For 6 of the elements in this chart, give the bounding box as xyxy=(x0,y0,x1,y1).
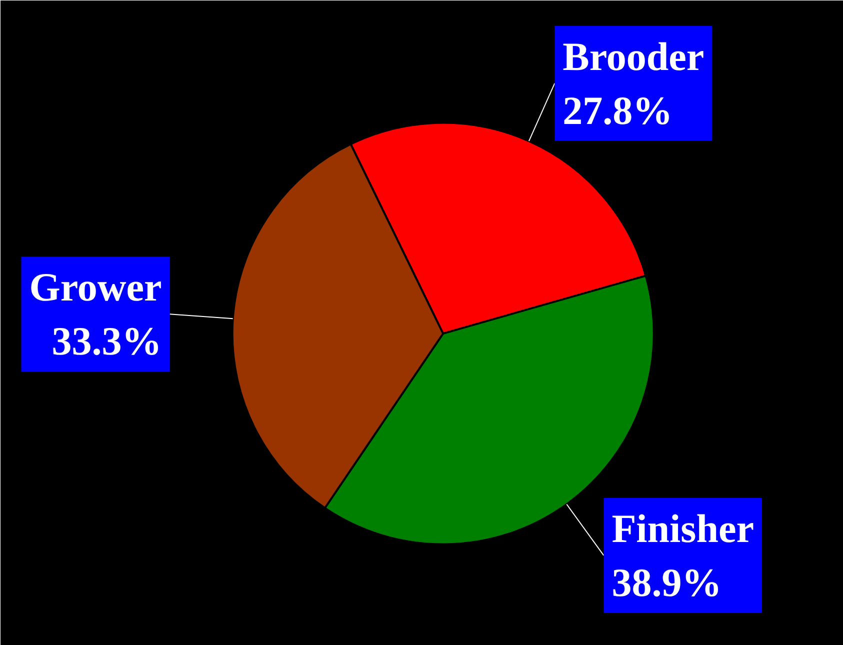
data-label: 38.9% xyxy=(612,560,722,605)
data-label: 33.3% xyxy=(52,318,162,364)
slice-label: Finisher xyxy=(612,506,754,551)
slice-label: Grower xyxy=(29,264,162,310)
data-label: 27.8% xyxy=(562,88,673,133)
slice-label: Brooder xyxy=(562,34,704,79)
